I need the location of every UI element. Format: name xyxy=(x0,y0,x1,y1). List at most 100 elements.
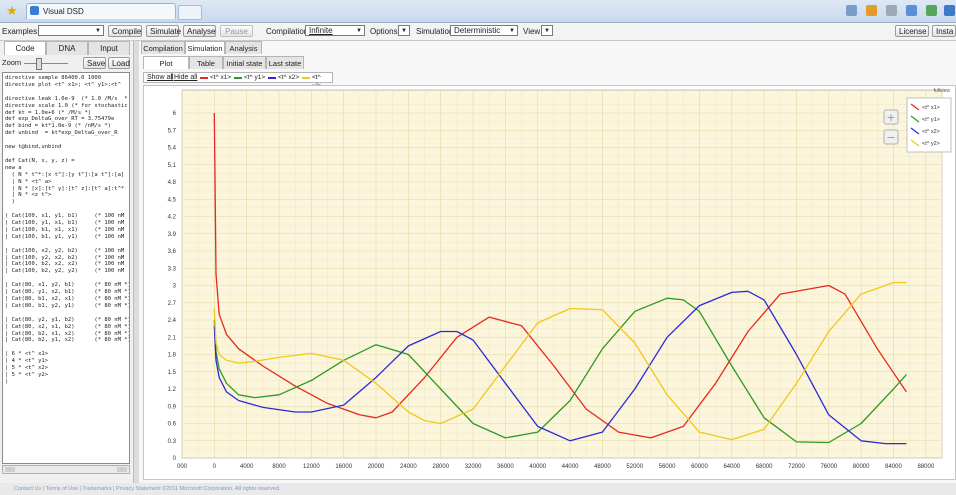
zoom-slider-track[interactable] xyxy=(24,63,68,64)
series-swatch-x1 xyxy=(200,77,208,79)
y-tick-label: 5.1 xyxy=(168,163,177,169)
simulation-select[interactable]: Deterministic ▼ xyxy=(450,25,518,36)
tab-compilation[interactable]: Compilation xyxy=(141,41,185,54)
code-line: | 4 * <t^ y1> xyxy=(5,358,49,365)
code-editor[interactable]: directive sample 86400.0 1000 directive p… xyxy=(2,72,130,464)
page-icon[interactable] xyxy=(906,5,917,16)
hide-all-link[interactable]: Hide all xyxy=(174,74,198,81)
scroll-left-arrow-icon[interactable] xyxy=(5,467,15,472)
plot-background xyxy=(181,89,943,459)
code-line: | Cat(80, b2, y1, x2) (* 80 nM *) xyxy=(5,337,130,344)
view-select[interactable]: ▼ xyxy=(541,25,553,36)
y-tick-label: 0.9 xyxy=(168,404,177,410)
simulate-button[interactable]: Simulate xyxy=(146,25,181,37)
panel-splitter[interactable] xyxy=(134,41,139,483)
x-tick-label: 4000 xyxy=(240,464,254,470)
print-icon[interactable] xyxy=(886,5,897,16)
x-tick-label: 16000 xyxy=(335,464,352,470)
fullview-link[interactable]: fullview xyxy=(934,88,951,94)
favorites-star-icon[interactable]: ★ xyxy=(6,3,18,18)
install-button[interactable]: Insta xyxy=(932,25,956,37)
tab-table[interactable]: Table xyxy=(189,56,223,69)
series-swatch-y2 xyxy=(302,77,310,79)
code-horizontal-scrollbar[interactable] xyxy=(2,465,130,474)
legend-entry: <t^ x2> xyxy=(922,129,940,135)
tab-last-state[interactable]: Last state xyxy=(266,56,304,69)
x-tick-label: 24000 xyxy=(400,464,417,470)
legend-swatch xyxy=(910,127,920,135)
code-line: ) xyxy=(5,199,15,206)
code-line: directive plot <t^ x1>; <t^ y1>;<t^ xyxy=(5,81,121,88)
browser-tab[interactable]: Visual DSD xyxy=(26,3,176,19)
scroll-right-arrow-icon[interactable] xyxy=(117,467,127,472)
x-tick-label: 60000 xyxy=(691,464,708,470)
help-icon[interactable] xyxy=(944,5,955,16)
series-line-ty2 xyxy=(213,281,907,441)
legend-swatch xyxy=(910,115,920,123)
y-tick-label: 2.1 xyxy=(168,335,177,341)
code-line: def unbind = kt*exp_DeltaG_over_R xyxy=(5,130,118,137)
legend-swatch xyxy=(910,139,920,147)
show-all-link[interactable]: Show all xyxy=(147,74,174,81)
code-line: | 6 * <t^ x1> xyxy=(5,351,49,358)
options-select[interactable]: ▼ xyxy=(398,25,410,36)
simulation-chart[interactable]: 0 0.3 0.6 0.9 1.2 1.5 1.8 2.1 2.4 2.7 3 3.3 3.6 3.9 4.… xyxy=(144,86,955,479)
plot-area: 0 0.3 0.6 0.9 1.2 1.5 1.8 2.1 2.4 2.7 3 3.3 3.6 3.9 4.… xyxy=(143,85,956,480)
compile-button[interactable]: Compile xyxy=(108,25,142,37)
feeds-icon[interactable] xyxy=(866,5,877,16)
code-line xyxy=(5,89,127,96)
tab-initial-state[interactable]: Initial state xyxy=(223,56,266,69)
code-line: new t@bind,unbind xyxy=(5,144,62,151)
compilation-select[interactable]: Infinite ▼ xyxy=(305,25,365,36)
tab-analysis[interactable]: Analysis xyxy=(225,41,262,54)
toggle-x1[interactable]: <t^ x1> xyxy=(210,74,232,81)
site-favicon-icon xyxy=(30,6,39,15)
tab-code[interactable]: Code xyxy=(4,41,46,55)
code-line xyxy=(5,275,127,282)
code-line: directive leak 1.0e-9 (* 1.0 /M/s * 1 xyxy=(5,95,130,102)
examples-select[interactable]: ▼ xyxy=(38,25,104,36)
zoom-label: Zoom xyxy=(2,58,22,67)
x-tick-label: 64000 xyxy=(723,464,740,470)
code-line: ( Cat(100, x1, y1, b1) (* 100 nM xyxy=(5,213,125,220)
legend-swatch xyxy=(910,103,920,111)
browser-titlebar xyxy=(0,0,956,23)
browser-tab-title: Visual DSD xyxy=(43,7,84,16)
minus-icon: − xyxy=(886,131,895,144)
save-button[interactable]: Save xyxy=(83,57,106,69)
tab-simulation[interactable]: Simulation xyxy=(185,41,225,54)
plus-icon: + xyxy=(886,111,895,124)
tab-plot[interactable]: Plot xyxy=(143,56,189,69)
analyse-button[interactable]: Analyse xyxy=(183,25,216,37)
series-line-tx2 xyxy=(213,290,907,445)
code-line: | Cat(100, x2, y2, b2) (* 100 nM xyxy=(5,247,125,254)
code-line: def bind = kt*1.0e-9 (* /nM/s *) xyxy=(5,123,111,130)
toggle-x2[interactable]: <t^ x2> xyxy=(278,74,300,81)
zoom-out-button[interactable] xyxy=(883,129,899,145)
x-tick-label: 48000 xyxy=(594,464,611,470)
y-tick-label: 3 xyxy=(173,284,177,290)
load-button[interactable]: Load xyxy=(108,57,130,69)
page-footer: Contact Us | Terms of Use | Trademarks |… xyxy=(0,484,956,495)
code-line: def exp_DeltaG_over_RT = 3.75479e xyxy=(5,116,115,123)
code-line: directive sample 86400.0 1000 xyxy=(5,75,102,81)
y-tick-label: 4.2 xyxy=(168,215,177,221)
code-line: | N * <z t^> xyxy=(5,192,52,199)
new-tab-button[interactable] xyxy=(178,5,202,20)
chevron-down-icon: ▼ xyxy=(95,28,101,34)
x-tick-label: 000 xyxy=(177,464,188,470)
pause-button[interactable]: Pause xyxy=(220,25,253,37)
tab-input[interactable]: Input xyxy=(88,41,130,55)
tab-dna[interactable]: DNA xyxy=(46,41,88,55)
chevron-down-icon: ▼ xyxy=(544,28,550,34)
tools-icon[interactable] xyxy=(926,5,937,16)
zoom-slider-handle[interactable] xyxy=(36,58,42,70)
y-tick-label: 3.6 xyxy=(168,249,177,255)
home-icon[interactable] xyxy=(846,5,857,16)
x-tick-label: 76000 xyxy=(820,464,837,470)
license-button[interactable]: License xyxy=(895,25,929,37)
x-tick-label: 28000 xyxy=(432,464,449,470)
y-tick-label: 4.8 xyxy=(168,180,177,186)
zoom-in-button[interactable] xyxy=(883,109,899,125)
toggle-y1[interactable]: <t^ y1> xyxy=(244,74,266,81)
